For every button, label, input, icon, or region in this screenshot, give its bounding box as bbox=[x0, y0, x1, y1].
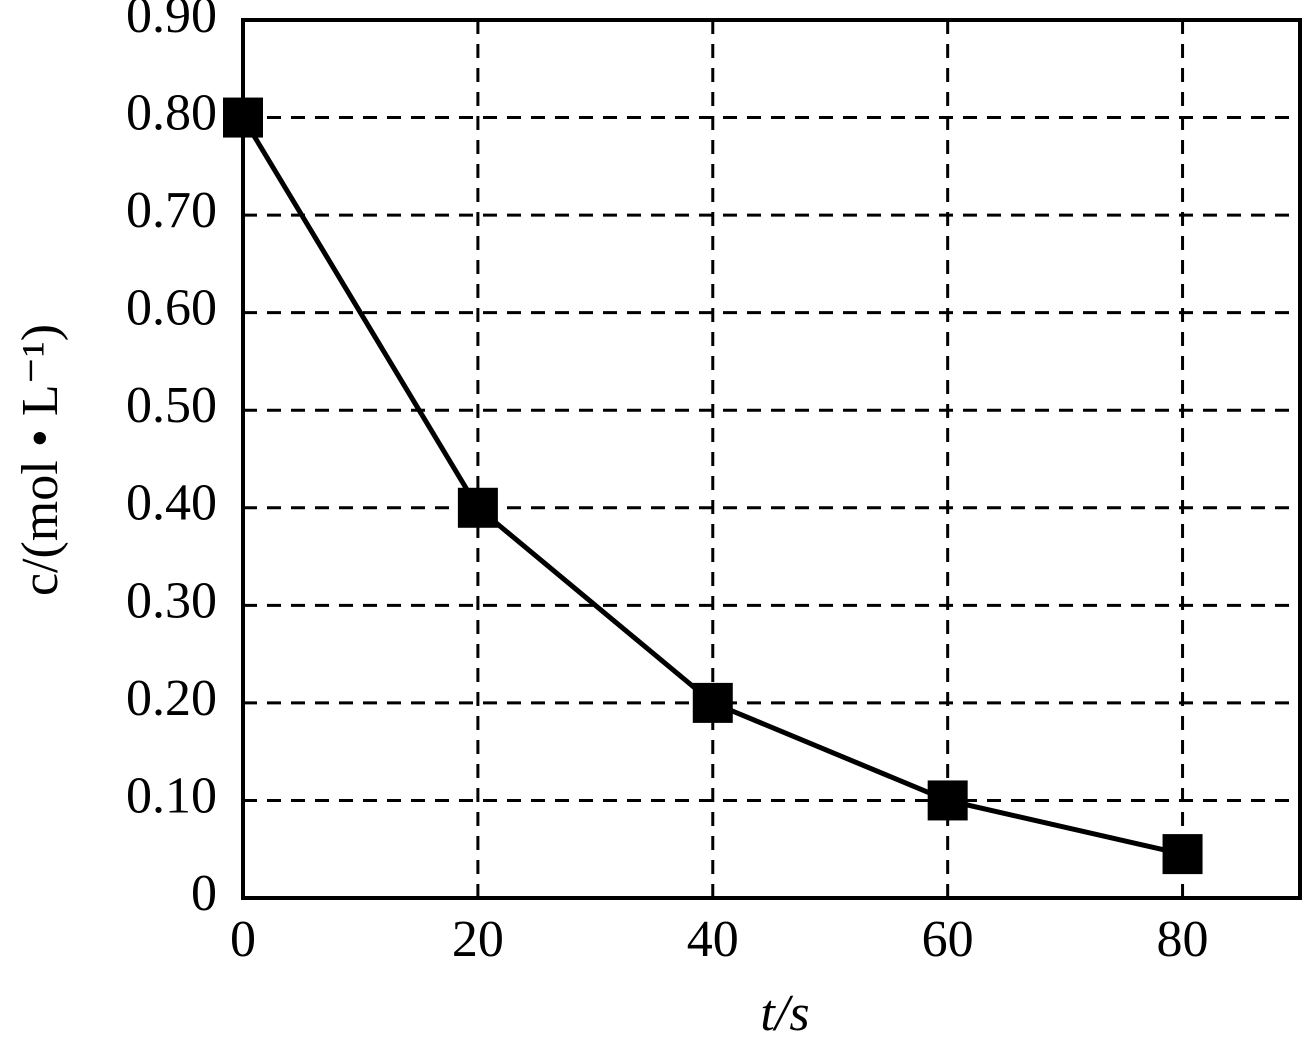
marker bbox=[457, 487, 498, 528]
y-tick-label: 0.70 bbox=[126, 182, 217, 239]
x-tick-label: 60 bbox=[922, 911, 974, 968]
y-tick-label: 0.80 bbox=[126, 84, 217, 141]
marker bbox=[223, 97, 263, 138]
x-tick-label: 0 bbox=[230, 911, 256, 968]
x-tick-label: 80 bbox=[1157, 911, 1209, 968]
y-tick-label: 0.50 bbox=[126, 377, 217, 434]
x-tick-label: 20 bbox=[452, 911, 504, 968]
y-axis-label: c/(mol • L⁻¹) bbox=[12, 324, 69, 596]
y-tick-label: 0.20 bbox=[126, 670, 217, 727]
marker bbox=[692, 682, 733, 723]
y-tick-label: 0.90 bbox=[126, 0, 217, 44]
x-axis-label: t/s bbox=[760, 985, 809, 1039]
y-tick-label: 0.40 bbox=[126, 475, 217, 532]
y-tick-label: 0.60 bbox=[126, 280, 217, 337]
plot-frame bbox=[241, 18, 1302, 900]
y-tick-label: 0.10 bbox=[126, 767, 217, 824]
marker bbox=[927, 780, 968, 821]
y-tick-label: 0 bbox=[191, 865, 217, 922]
y-tick-label: 0.30 bbox=[126, 572, 217, 629]
marker bbox=[1162, 834, 1203, 875]
x-tick-label: 40 bbox=[687, 911, 739, 968]
